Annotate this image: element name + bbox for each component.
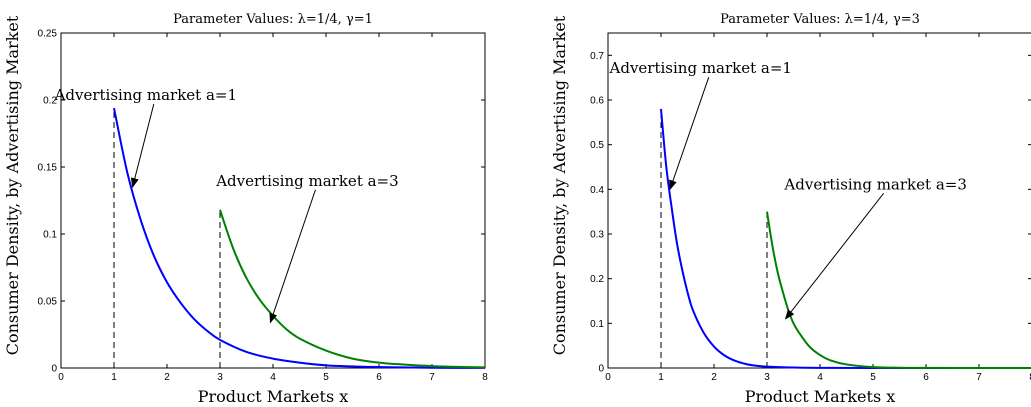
- x-tick-label: 0: [605, 372, 611, 383]
- series-line-1: [113, 107, 486, 369]
- annotation-arrow: [269, 189, 316, 324]
- series-line-2: [766, 211, 1031, 370]
- y-tick-label: 0.1: [43, 230, 57, 241]
- x-tick-label: 0: [58, 372, 64, 383]
- y-tick-label: 0.7: [590, 51, 604, 62]
- y-tick-label: 0.3: [590, 230, 604, 241]
- annotation-arrow: [669, 77, 710, 191]
- y-tick-label: 0: [51, 364, 57, 375]
- x-tick-label: 3: [217, 372, 223, 383]
- x-tick-label: 5: [870, 372, 876, 383]
- plot-area-frame: [60, 32, 486, 369]
- annotation-label: Advertising market a=1: [609, 59, 792, 77]
- x-tick-label: 8: [482, 372, 488, 383]
- y-axis: 0 0.05 0.1 0.15 0.2 0.25: [38, 29, 485, 375]
- x-tick-label: 4: [270, 372, 276, 383]
- y-tick-label: 0.05: [38, 297, 58, 308]
- x-axis-label: Product Markets x: [198, 387, 349, 406]
- y-tick-label: 0.1: [590, 319, 604, 330]
- x-tick-label: 7: [429, 372, 435, 383]
- annotation-label: Advertising market a=1: [54, 86, 237, 104]
- x-tick-label: 2: [711, 372, 717, 383]
- x-tick-label: 2: [164, 372, 170, 383]
- y-axis: 0 0.1 0.2 0.3 0.4 0.5 0.6 0.7: [590, 51, 1031, 375]
- y-tick-label: 0.2: [590, 274, 604, 285]
- x-tick-label: 5: [323, 372, 329, 383]
- chart-title: Parameter Values: λ=1/4, γ=1: [173, 12, 373, 27]
- series-line-1: [660, 108, 1031, 370]
- x-tick-label: 7: [976, 372, 982, 383]
- x-axis: 0 1 2 3 4 5 6 7 8: [605, 33, 1031, 383]
- series-line-2: [219, 209, 486, 369]
- y-axis-label: Consumer Density, by Advertising Market: [3, 15, 22, 355]
- x-tick-label: 4: [817, 372, 823, 383]
- x-tick-label: 1: [111, 372, 117, 383]
- x-tick-label: 1: [658, 372, 664, 383]
- y-tick-label: 0.15: [38, 163, 58, 174]
- x-tick-label: 6: [376, 372, 382, 383]
- x-tick-label: 3: [764, 372, 770, 383]
- y-axis-label: Consumer Density, by Advertising Market: [550, 15, 569, 355]
- annotation-arrow: [784, 193, 885, 320]
- y-tick-label: 0.5: [590, 140, 604, 151]
- y-tick-label: 0.25: [38, 29, 58, 40]
- y-tick-label: 0.2: [43, 96, 57, 107]
- y-tick-label: 0: [598, 364, 604, 375]
- x-tick-label: 8: [1029, 372, 1031, 383]
- y-tick-label: 0.4: [590, 185, 604, 196]
- x-tick-label: 6: [923, 372, 929, 383]
- chart-2: Parameter Values: λ=1/4, γ=3 0 1 2 3 4 5 6 7 8 0 0.…: [550, 12, 1031, 406]
- annotation-label: Advertising market a=3: [783, 175, 966, 193]
- y-tick-label: 0.6: [590, 96, 604, 107]
- chart-title: Parameter Values: λ=1/4, γ=3: [720, 12, 920, 27]
- annotation-label: Advertising market a=3: [215, 172, 398, 190]
- x-axis-label: Product Markets x: [745, 387, 896, 406]
- annotation-arrow: [130, 103, 155, 189]
- chart-1: Parameter Values: λ=1/4, γ=1 0 1 2 3 4 5 6 7 8 0 0.…: [3, 12, 488, 406]
